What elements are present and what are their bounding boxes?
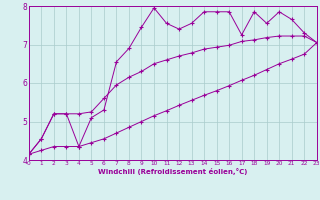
- X-axis label: Windchill (Refroidissement éolien,°C): Windchill (Refroidissement éolien,°C): [98, 168, 247, 175]
